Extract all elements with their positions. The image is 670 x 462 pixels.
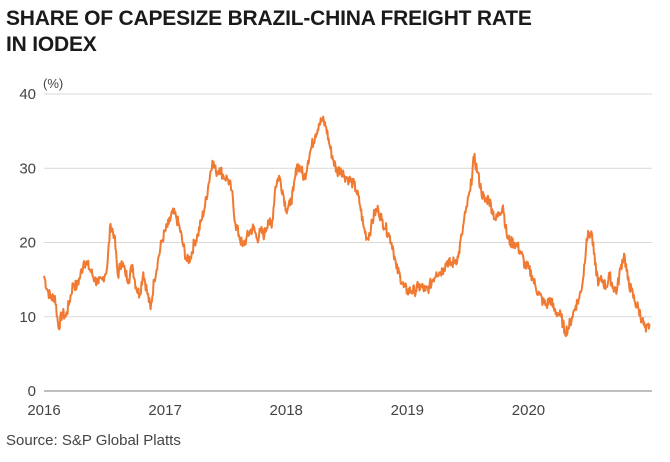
title-line-1: SHARE OF CAPESIZE BRAZIL-CHINA FREIGHT R… xyxy=(6,7,532,30)
grid xyxy=(44,93,652,392)
x-tick-label: 2016 xyxy=(27,402,60,419)
y-tick-label: 10 xyxy=(19,309,36,326)
chart-title: SHARE OF CAPESIZE BRAZIL-CHINA FREIGHT R… xyxy=(6,6,656,58)
x-tick-label: 2017 xyxy=(148,402,181,419)
y-tick-labels: 0 10 20 30 40 xyxy=(19,86,36,400)
x-tick-labels: 2016 2017 2018 2019 2020 xyxy=(27,402,545,419)
line-chart: 0 10 20 30 40 2016 2017 2018 2019 2020 (%) xyxy=(19,76,652,419)
x-tick-label: 2018 xyxy=(270,402,303,419)
x-tick-label: 2020 xyxy=(512,402,545,419)
series-line xyxy=(43,115,651,338)
title-line-2: IN IODEX xyxy=(6,33,97,56)
y-tick-label: 30 xyxy=(19,160,36,177)
y-tick-label: 0 xyxy=(28,383,36,400)
y-tick-label: 40 xyxy=(19,86,36,103)
y-unit-label: (%) xyxy=(43,76,63,91)
x-tick-label: 2019 xyxy=(391,402,424,419)
source-note: Source: S&P Global Platts xyxy=(6,432,181,449)
y-tick-label: 20 xyxy=(19,235,36,252)
